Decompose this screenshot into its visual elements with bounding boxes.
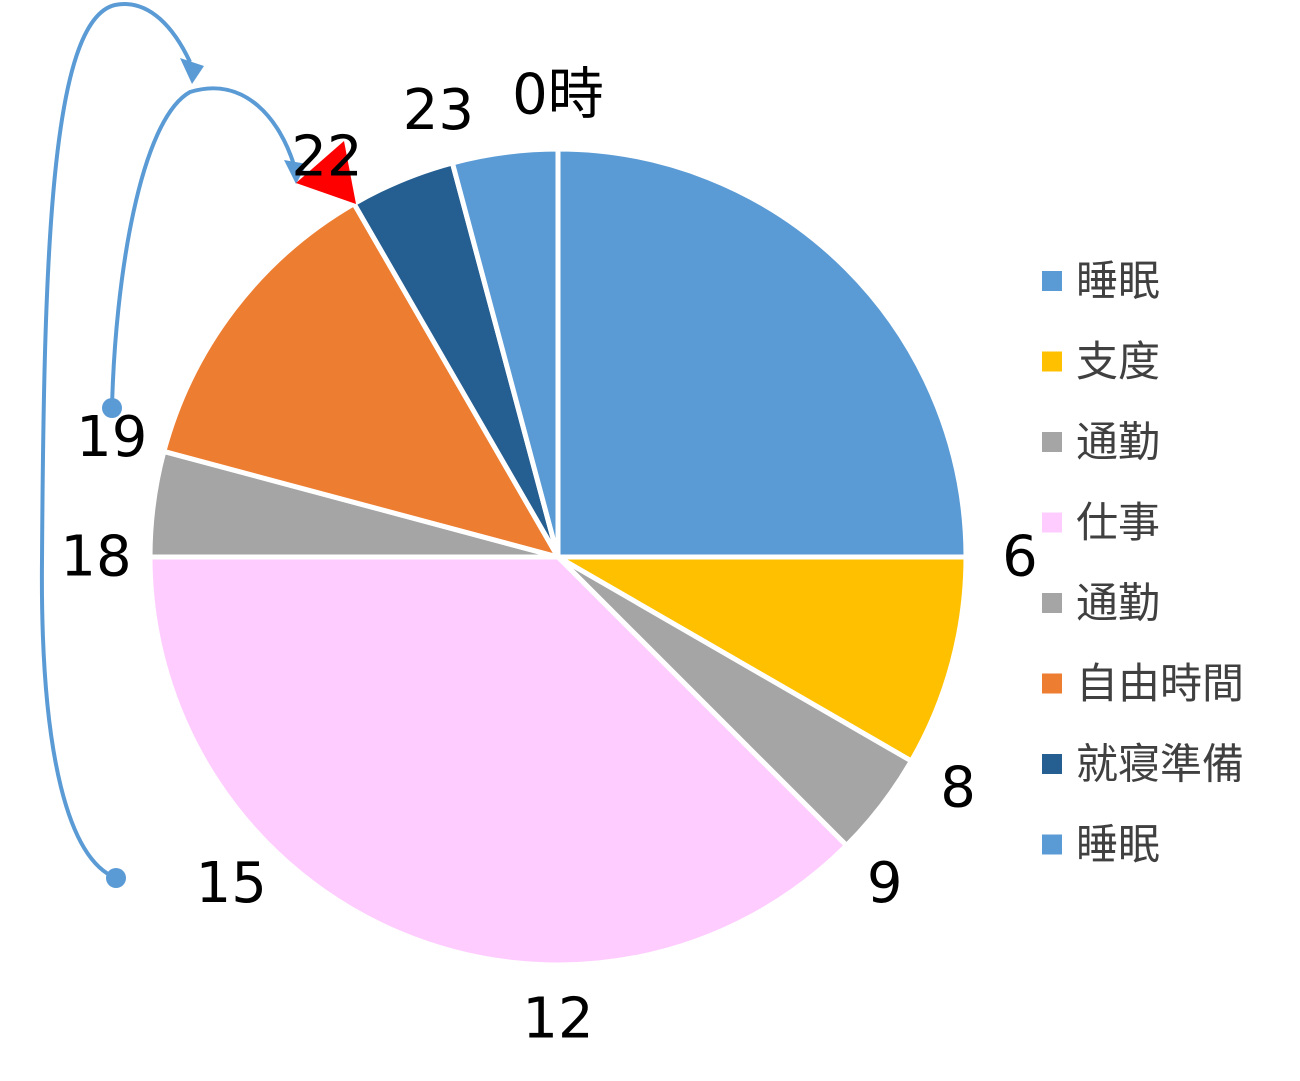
pie-slices — [147, 146, 969, 968]
hour-labels: 0時 6 89 12 15 18 19 22 23 — [60, 63, 1037, 1052]
legend-label-2: 通勤 — [1076, 418, 1160, 467]
hour-label-22: 22 — [291, 124, 362, 189]
pie-slice-1 — [555, 554, 969, 764]
hour-label-8: 8 — [940, 756, 976, 821]
legend-swatch-1 — [1042, 351, 1062, 372]
legend-label-3: 仕事 — [1076, 498, 1160, 547]
hour-label-9: 9 — [867, 851, 903, 916]
pie-slice-5 — [161, 201, 561, 560]
legend-swatch-6 — [1042, 754, 1062, 774]
pie-slice-3 — [147, 554, 849, 968]
legend-label-4: 通勤 — [1076, 579, 1160, 628]
hour-label-15: 15 — [196, 851, 267, 916]
legend-swatch-7 — [1042, 834, 1062, 855]
hour-label-6: 6 — [1002, 525, 1038, 590]
legend-label-0: 睡眠 — [1076, 257, 1160, 306]
arrow-15-to-22 — [39, 2, 192, 880]
legend-swatch-3 — [1042, 512, 1062, 533]
hour-label-19: 19 — [76, 405, 147, 470]
arrow-19-to-22 — [110, 86, 296, 409]
legend-swatch-0 — [1042, 271, 1062, 291]
legend-swatch-2 — [1042, 432, 1062, 452]
legend-label-6: 就寝準備 — [1076, 740, 1244, 789]
legend-label-5: 自由時間 — [1076, 659, 1244, 708]
legend-label-1: 支度 — [1076, 337, 1160, 386]
pie-slice-7 — [449, 146, 561, 560]
arrow-15-arrowhead — [180, 58, 204, 84]
hour-label-0: 0時 — [512, 63, 604, 128]
legend-swatch-5 — [1042, 673, 1062, 694]
legend-swatch-4 — [1042, 593, 1062, 613]
marker-22-triangle — [296, 141, 356, 204]
hour-label-23: 23 — [403, 78, 474, 143]
legend-label-7: 睡眠 — [1076, 820, 1160, 869]
hour-label-18: 18 — [60, 525, 131, 590]
pie-slice-0 — [555, 146, 969, 560]
arrow-15-start-dot — [106, 868, 126, 888]
hour-label-12: 12 — [522, 987, 593, 1052]
annotation-arrows — [39, 2, 307, 888]
arrow-19-arrowhead — [284, 160, 307, 184]
arrow-19-start-dot — [102, 398, 122, 418]
